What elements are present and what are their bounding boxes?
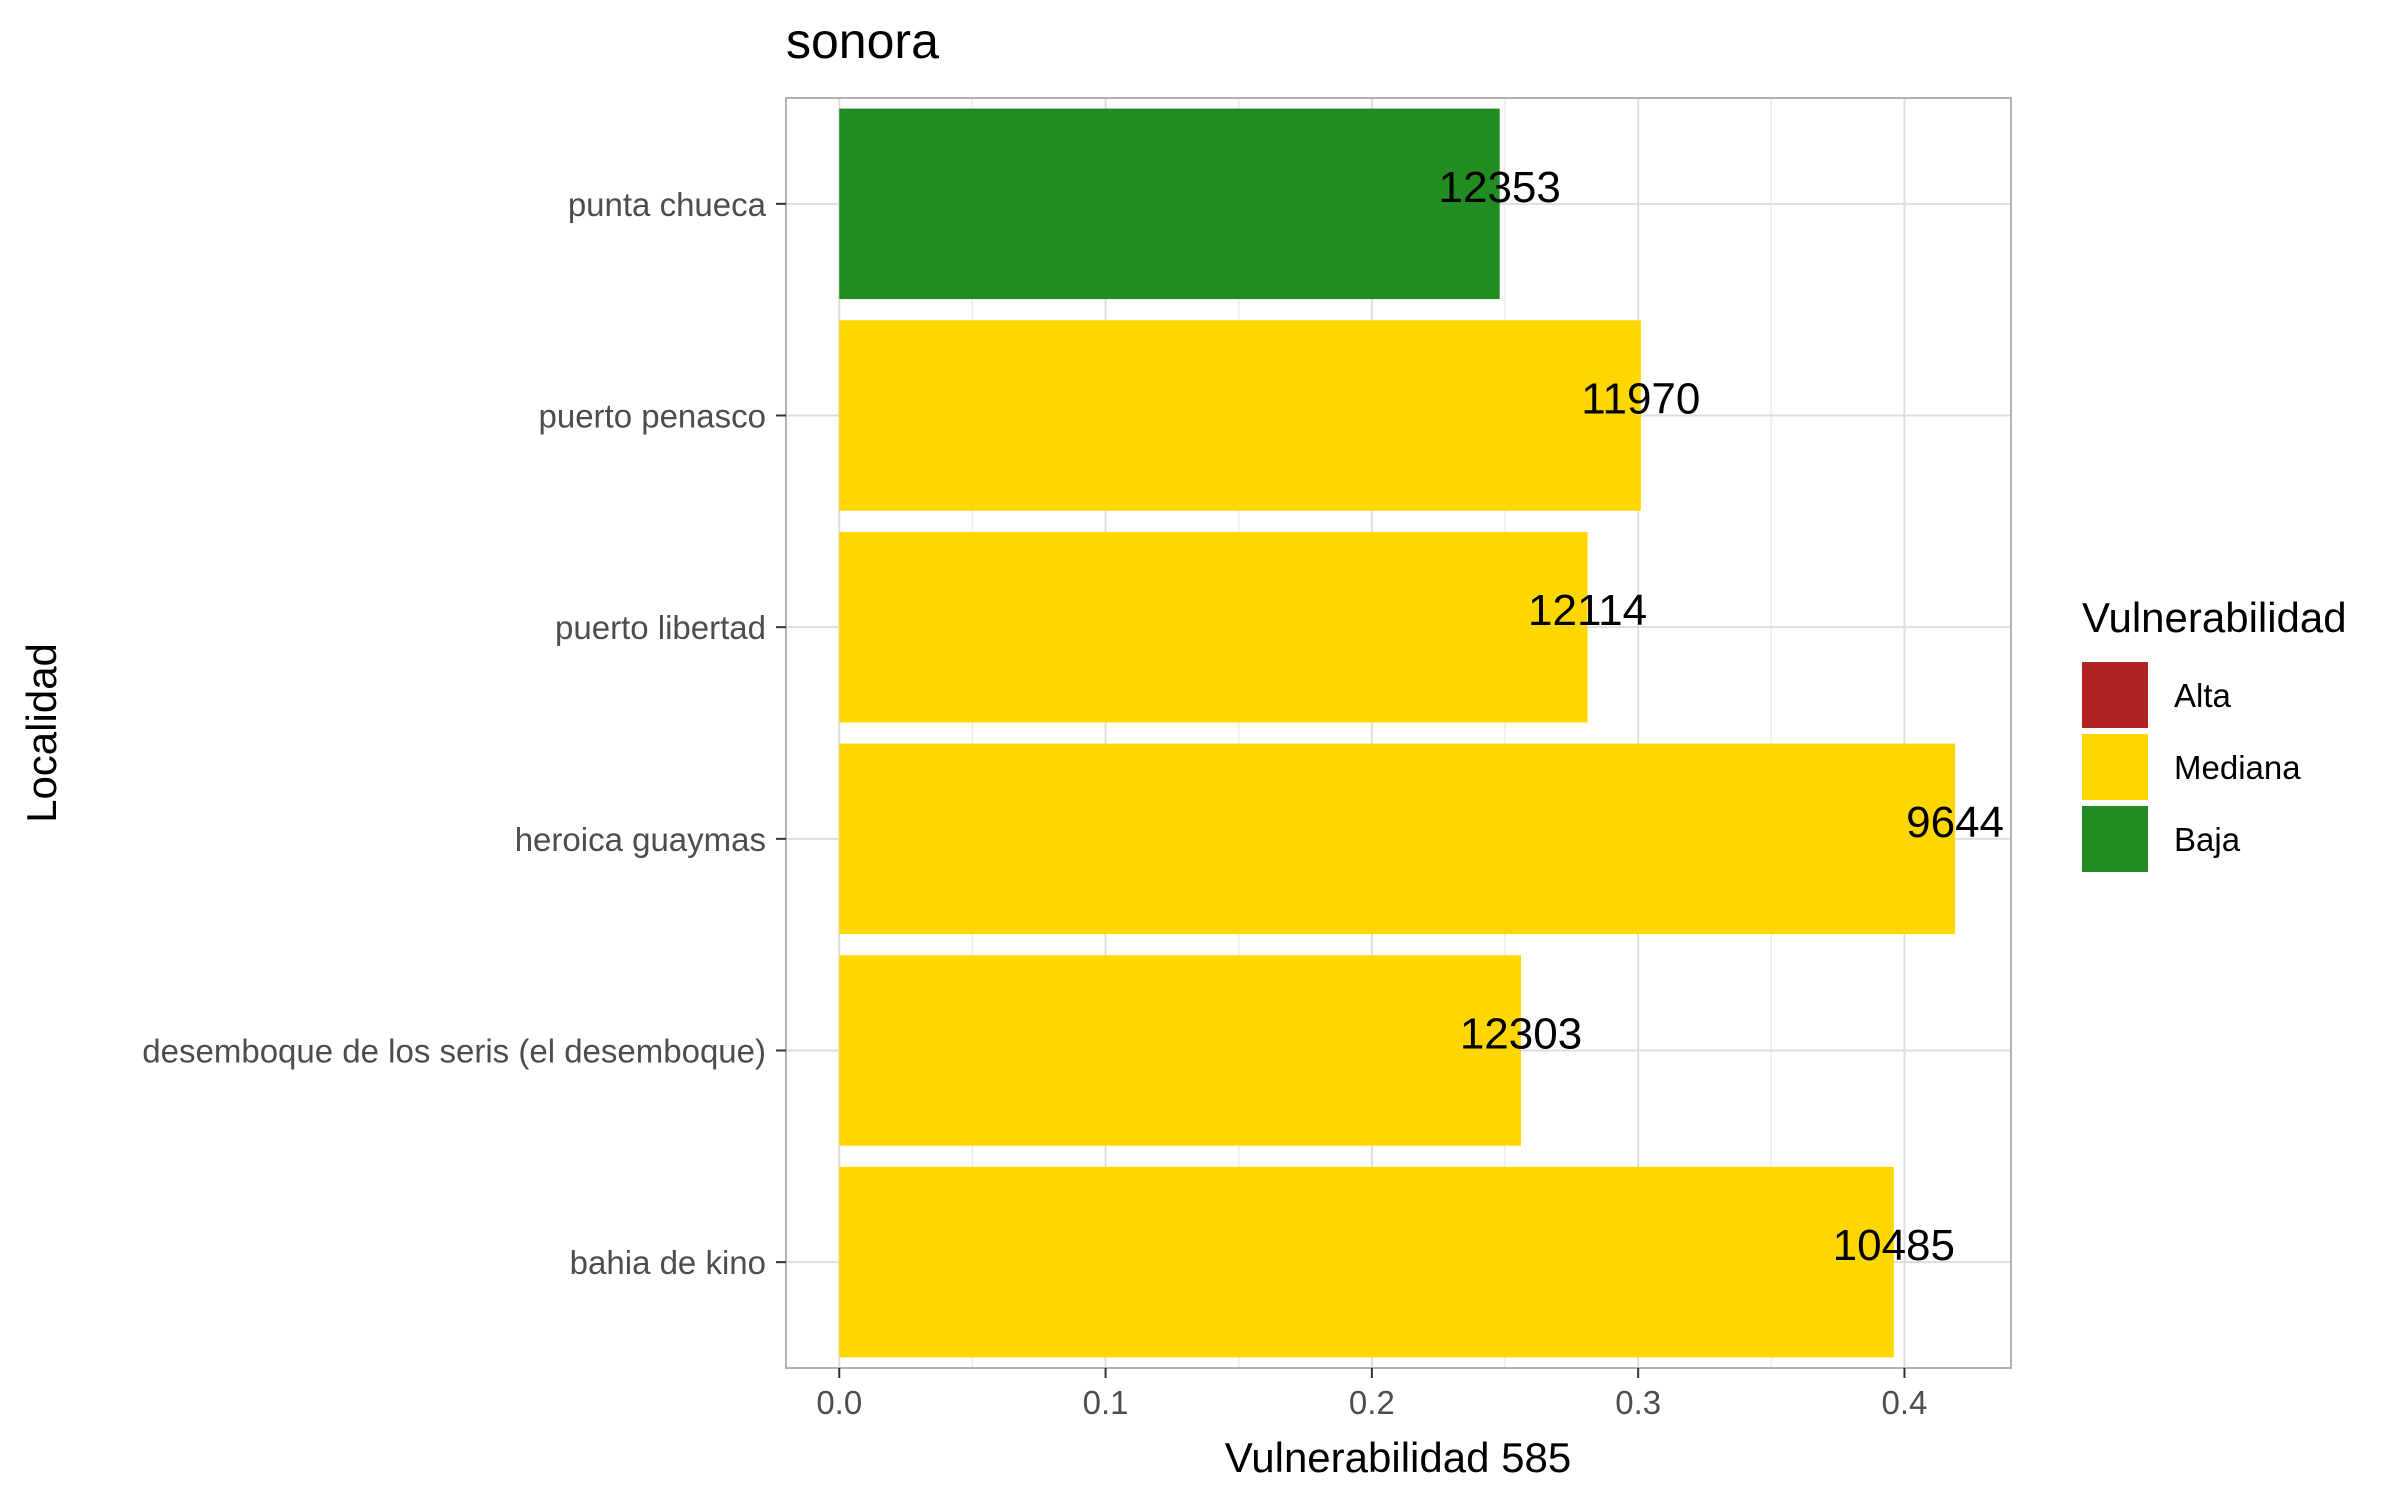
legend-key [2082,806,2148,872]
legend: Vulnerabilidad Alta Mediana Baja [2082,594,2347,872]
bar-labels: 12353 11970 12114 9644 12303 10485 [1439,163,2005,1270]
y-tick-label: bahia de kino [570,1244,766,1281]
legend-label: Alta [2174,677,2232,714]
y-tick-label: punta chueca [568,186,767,223]
bar-value-label: 9644 [1906,798,2004,847]
chart-title: sonora [786,13,939,69]
bar [839,320,1641,511]
y-axis-title: Localidad [18,643,65,823]
bar [839,743,1956,935]
bar-value-label: 11970 [1581,375,1700,424]
bar-value-label: 10485 [1833,1221,1955,1270]
legend-label: Mediana [2174,749,2301,786]
x-axis-ticks: 0.0 0.1 0.2 0.3 0.4 [816,1368,1927,1421]
y-tick-label: puerto penasco [538,398,766,435]
plot-panel-border [785,97,2012,1369]
legend-label: Baja [2174,821,2241,858]
y-tick-label: heroica guaymas [515,821,766,858]
legend-key [2082,662,2148,728]
y-tick-label: puerto libertad [555,609,766,646]
x-axis-title: Vulnerabilidad 585 [1225,1434,1571,1481]
y-tick-label: desemboque de los seris (el desemboque) [142,1033,766,1070]
bar [839,531,1588,723]
bar-value-label: 12303 [1460,1010,1582,1059]
legend-key [2082,734,2148,800]
x-tick-label: 0.1 [1083,1384,1129,1421]
bar-value-label: 12353 [1439,163,1561,212]
legend-title: Vulnerabilidad [2082,594,2347,641]
x-tick-label: 0.3 [1615,1384,1661,1421]
y-axis-ticks: punta chueca puerto penasco puerto liberta… [142,186,786,1281]
x-tick-label: 0.0 [816,1384,862,1421]
bars [839,108,1956,1358]
bar-value-label: 12114 [1528,586,1647,635]
bar [839,1166,1894,1358]
bar [839,955,1521,1146]
x-tick-label: 0.2 [1349,1384,1395,1421]
x-tick-label: 0.4 [1882,1384,1928,1421]
bar [839,108,1500,300]
